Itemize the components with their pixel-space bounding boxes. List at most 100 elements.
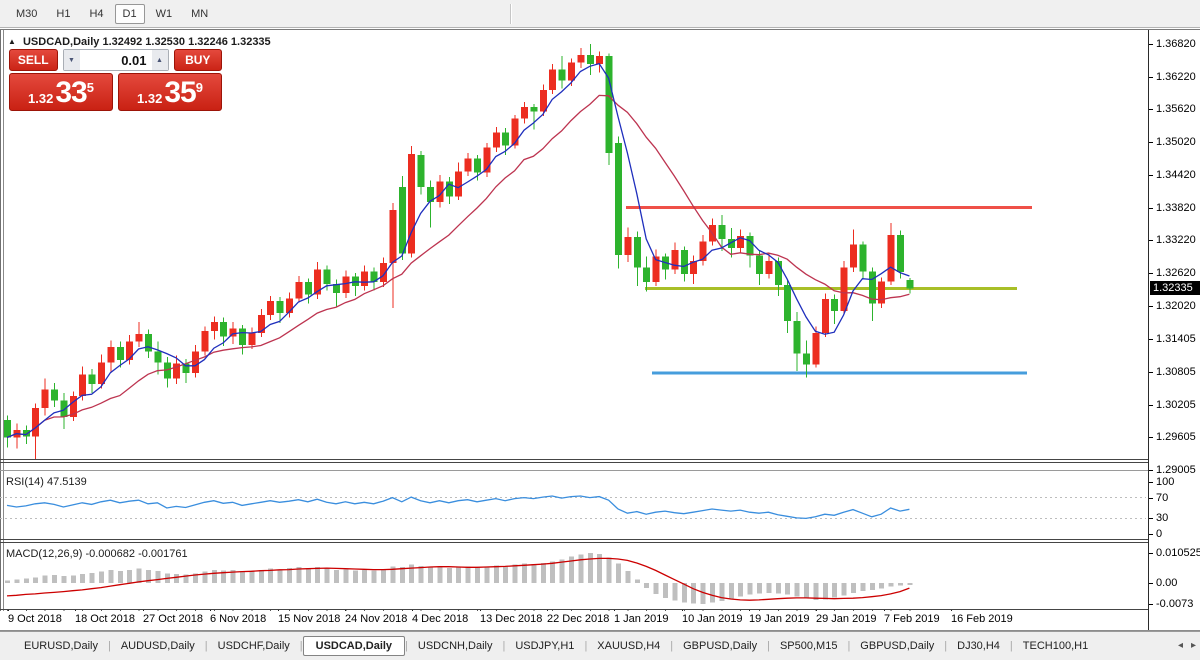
collapse-triangle-icon: ▲ [8, 37, 16, 46]
price-axis-tick [1149, 76, 1153, 78]
tab-scroll-right-icon[interactable]: ▸ [1190, 640, 1196, 651]
chart-title: ▲ USDCAD,Daily 1.32492 1.32530 1.32246 1… [8, 36, 271, 48]
price-axis-tick [1149, 174, 1153, 176]
candlestick-chart-canvas[interactable] [0, 30, 1148, 630]
tab-usdcnh-daily[interactable]: USDCNH,Daily [417, 640, 493, 652]
date-axis-label: 1 Jan 2019 [614, 613, 669, 625]
tab-separator-icon: | [107, 640, 111, 652]
price-axis-label: 1.30205 [1156, 398, 1196, 411]
rsi-axis-label: 70 [1156, 491, 1169, 504]
axis-tabbar-separator [0, 630, 1200, 631]
tab-usdchf-daily[interactable]: USDCHF,Daily [217, 640, 290, 652]
tab-gbpusd-daily[interactable]: GBPUSD,Daily [683, 640, 758, 652]
price-axis-tick [1149, 305, 1153, 307]
price-axis-tick [1149, 207, 1153, 209]
buy-button[interactable]: BUY [173, 49, 222, 71]
lot-decrease-button[interactable]: ▼ [63, 50, 80, 70]
price-axis-tick [1149, 272, 1153, 274]
tab-separator-icon: | [299, 640, 303, 652]
price-axis-label: 1.29605 [1156, 431, 1196, 444]
price-axis-tick [1149, 142, 1153, 144]
price-axis[interactable]: 1.36820 1.36220 1.35620 1.35020 1.34420 1.338… [1148, 30, 1200, 630]
rsi-axis-tick [1149, 497, 1153, 499]
timeframe-button-w1[interactable]: W1 [155, 7, 173, 20]
price-axis-tick [1149, 109, 1153, 111]
tab-usdcad-daily[interactable]: USDCAD,Daily [302, 636, 406, 656]
price-axis-tick [1149, 404, 1153, 406]
rsi-axis-label: 100 [1156, 476, 1175, 488]
timeframe-button-d1[interactable]: D1 [114, 3, 145, 24]
sell-price-prefix: 1.32 [28, 91, 54, 106]
lot-size-input[interactable] [79, 50, 152, 70]
chart-tabs-bar: EURUSD,Daily | AUDUSD,Daily | USDCHF,Daily | U… [0, 631, 1200, 660]
buy-price-pipette: 9 [195, 80, 203, 95]
sell-button[interactable]: SELL [9, 49, 58, 71]
price-axis-label: 1.32020 [1156, 299, 1196, 312]
tab-usdjpy-h1[interactable]: USDJPY,H1 [515, 640, 575, 652]
pane-separator[interactable] [0, 459, 1200, 460]
tab-audusd-daily[interactable]: AUDUSD,Daily [120, 640, 195, 652]
sell-price-display[interactable]: 1.32 33 5 [9, 73, 113, 111]
sell-price-pipette: 5 [86, 80, 94, 95]
tab-separator-icon: | [670, 640, 674, 652]
buy-price-big-digits: 35 [164, 76, 196, 109]
price-axis-label: 1.31405 [1156, 333, 1196, 346]
timeframe-button-m30[interactable]: M30 [16, 7, 38, 20]
tab-separator-icon: | [405, 640, 408, 652]
macd-indicator-label: MACD(12,26,9) -0.000682 -0.001761 [6, 548, 188, 560]
tab-separator-icon: | [584, 640, 588, 652]
price-axis-label: 1.33820 [1156, 201, 1196, 214]
date-axis-label: 6 Nov 2018 [210, 613, 267, 625]
timeframe-button-mn[interactable]: MN [191, 7, 209, 20]
pane-separator [0, 609, 1200, 610]
timeframe-toolbar: M30 H1 H4 D1 W1 MN [0, 0, 1200, 28]
rsi-axis-tick [1149, 534, 1153, 535]
price-axis-tick [1149, 339, 1153, 341]
buy-price-display[interactable]: 1.32 35 9 [118, 73, 222, 111]
macd-axis-tick [1149, 603, 1153, 605]
rsi-axis-tick [1149, 482, 1153, 483]
one-click-trading-panel: SELL ▼ ▲ BUY 1.32 33 5 1.32 35 9 [9, 49, 222, 111]
tab-gbpusd-daily[interactable]: GBPUSD,Daily [860, 640, 935, 652]
tab-separator-icon: | [502, 640, 506, 652]
pane-separator [0, 470, 1200, 471]
price-axis-label: 1.32620 [1156, 266, 1196, 279]
spinner-up-icon: ▲ [156, 56, 163, 64]
date-axis-label: 29 Jan 2019 [816, 613, 877, 625]
tab-tech100-h1[interactable]: TECH100,H1 [1022, 640, 1089, 652]
macd-axis-label: -0.0073 [1156, 597, 1194, 610]
timeframe-button-h1[interactable]: H1 [56, 7, 71, 20]
tab-separator-icon: | [767, 640, 770, 652]
date-axis-label: 22 Dec 2018 [547, 613, 610, 625]
date-axis-label: 7 Feb 2019 [884, 613, 940, 625]
tab-scroll-left-icon[interactable]: ◂ [1177, 640, 1183, 651]
price-axis-label: 1.34420 [1156, 168, 1196, 181]
sell-price-big-digits: 33 [55, 76, 87, 109]
price-axis-label: 1.35020 [1156, 136, 1196, 149]
pane-separator[interactable] [0, 542, 1200, 543]
tab-dj30-h4[interactable]: DJ30,H4 [957, 640, 1000, 652]
timeframe-button-h4[interactable]: H4 [89, 7, 104, 20]
date-axis[interactable]: 9 Oct 2018 18 Oct 2018 27 Oct 2018 6 Nov 20… [0, 611, 1148, 630]
pane-separator[interactable] [0, 539, 1200, 540]
chart-window-border [0, 29, 1200, 30]
price-axis-label: 1.33220 [1156, 234, 1196, 247]
tab-separator-icon: | [847, 640, 851, 652]
lot-increase-button[interactable]: ▲ [151, 50, 168, 70]
pane-separator[interactable] [0, 462, 1200, 463]
rsi-axis-label: 30 [1156, 512, 1169, 525]
date-axis-label: 10 Jan 2019 [682, 613, 743, 625]
price-axis-tick [1149, 371, 1153, 373]
price-axis-label: 1.29005 [1156, 463, 1196, 476]
date-axis-label: 4 Dec 2018 [412, 613, 469, 625]
spinner-down-icon: ▼ [68, 56, 75, 64]
date-axis-label: 24 Nov 2018 [345, 613, 408, 625]
date-axis-label: 18 Oct 2018 [75, 613, 135, 625]
tab-scroll-arrows: ◂ ▸ [1178, 640, 1196, 651]
tab-sp500-m15[interactable]: SP500,M15 [779, 640, 838, 652]
chart-symbol-label: USDCAD,Daily [22, 36, 100, 48]
tab-eurusd-daily[interactable]: EURUSD,Daily [24, 640, 98, 652]
tab-xauusd-h4[interactable]: XAUUSD,H4 [597, 640, 661, 652]
macd-axis-label: 0.010525 [1156, 546, 1200, 559]
tab-separator-icon: | [204, 640, 208, 652]
